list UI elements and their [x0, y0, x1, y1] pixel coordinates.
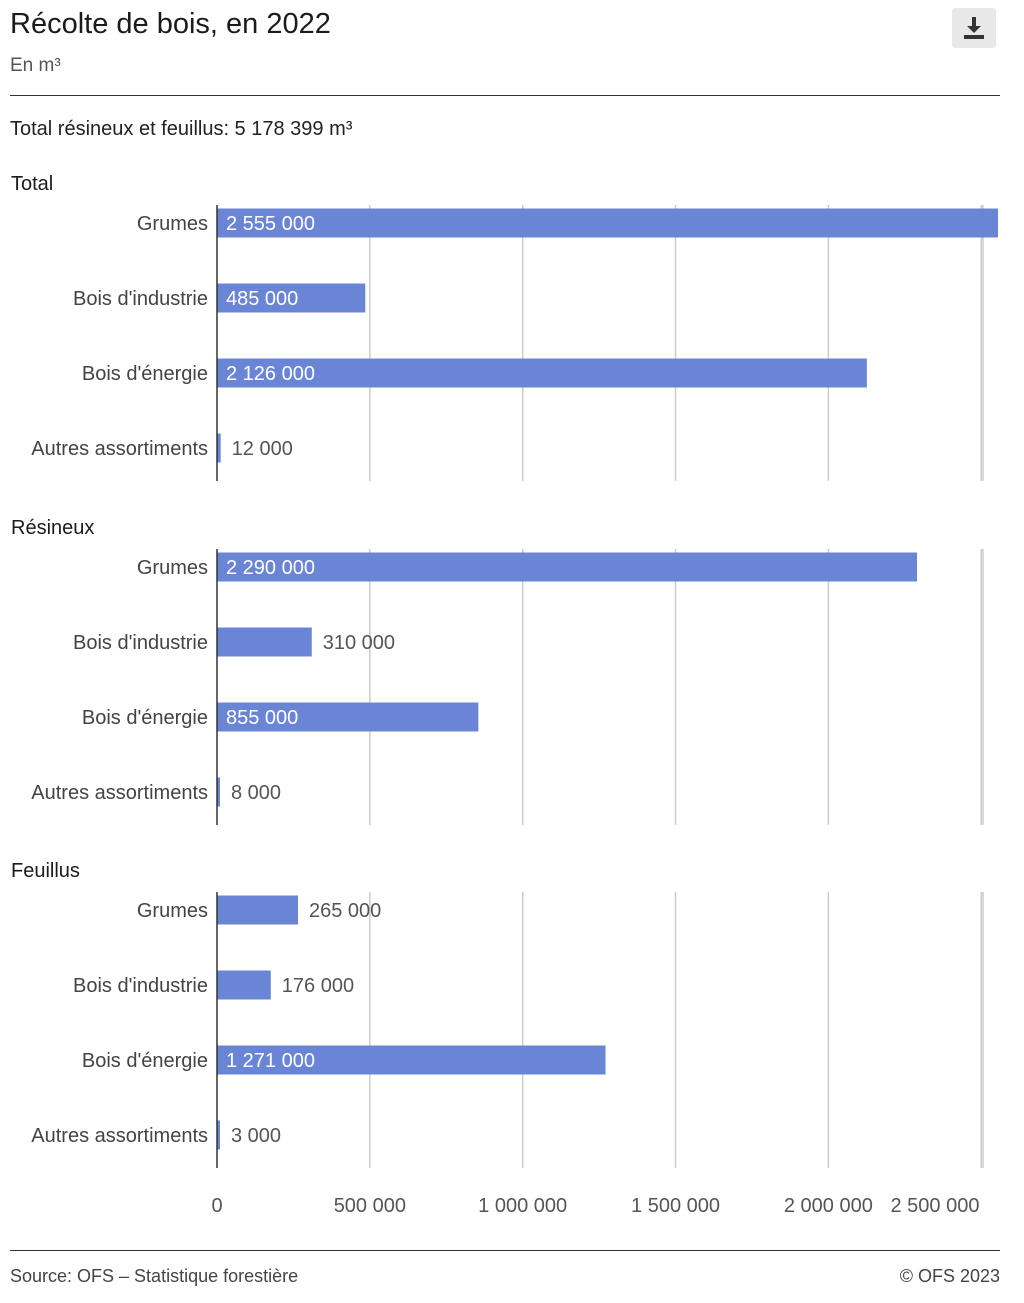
source-note: Source: OFS – Statistique forestière [10, 1266, 299, 1286]
data-label: 1 271 000 [226, 1050, 315, 1072]
data-label: 310 000 [323, 632, 395, 654]
bar [217, 895, 299, 925]
category-label: Bois d'énergie [82, 363, 208, 385]
download-icon [964, 17, 984, 39]
data-label: 2 126 000 [226, 363, 315, 385]
bar [217, 433, 221, 463]
footer-divider [10, 1250, 1000, 1251]
chart-title: Récolte de bois, en 2022 [10, 8, 331, 40]
data-label: 265 000 [309, 900, 381, 922]
category-label: Bois d'industrie [73, 632, 208, 654]
category-label: Grumes [137, 213, 208, 235]
category-label: Bois d'énergie [82, 1050, 208, 1072]
data-label: 8 000 [231, 782, 281, 804]
bar [217, 777, 220, 807]
data-label: 855 000 [226, 707, 298, 729]
bar [217, 1045, 606, 1075]
data-label: 2 555 000 [226, 213, 315, 235]
category-label: Autres assortiments [31, 782, 208, 804]
data-label: 176 000 [282, 975, 354, 997]
x-tick-label: 1 500 000 [631, 1195, 720, 1217]
category-label: Autres assortiments [31, 1125, 208, 1147]
category-label: Bois d'énergie [82, 707, 208, 729]
chart-unit-subtitle: En m³ [10, 55, 61, 76]
x-tick-label: 0 [211, 1195, 222, 1217]
category-label: Grumes [137, 557, 208, 579]
bar [217, 208, 998, 238]
data-label: 2 290 000 [226, 557, 315, 579]
category-label: Bois d'industrie [73, 288, 208, 310]
bar [217, 970, 271, 1000]
category-label: Autres assortiments [31, 438, 208, 460]
bar [217, 627, 312, 657]
panel-title: Total [11, 173, 53, 195]
x-tick-label: 1 000 000 [478, 1195, 567, 1217]
panel-title: Feuillus [11, 860, 80, 882]
bar [217, 283, 366, 313]
panel-title: Résineux [11, 517, 94, 539]
bar [217, 358, 867, 388]
data-label: 12 000 [232, 438, 293, 460]
bar [217, 1120, 220, 1150]
category-label: Grumes [137, 900, 208, 922]
header-divider [10, 95, 1000, 96]
bar [217, 702, 479, 732]
x-tick-label: 2 500 000 [891, 1195, 980, 1217]
data-label: 485 000 [226, 288, 298, 310]
download-button[interactable] [952, 8, 996, 48]
copyright-note: © OFS 2023 [899, 1266, 1000, 1286]
bar [217, 552, 917, 582]
category-label: Bois d'industrie [73, 975, 208, 997]
data-label: 3 000 [231, 1125, 281, 1147]
total-summary: Total résineux et feuillus: 5 178 399 m³ [10, 118, 353, 140]
x-tick-label: 500 000 [334, 1195, 406, 1217]
x-tick-label: 2 000 000 [784, 1195, 873, 1217]
bar-chart: Total Grumes 2 555 000 Bois d'industrie 485 … [11, 173, 998, 1217]
